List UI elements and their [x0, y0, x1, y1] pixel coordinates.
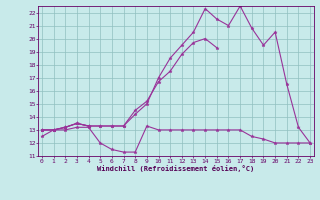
X-axis label: Windchill (Refroidissement éolien,°C): Windchill (Refroidissement éolien,°C) — [97, 165, 255, 172]
